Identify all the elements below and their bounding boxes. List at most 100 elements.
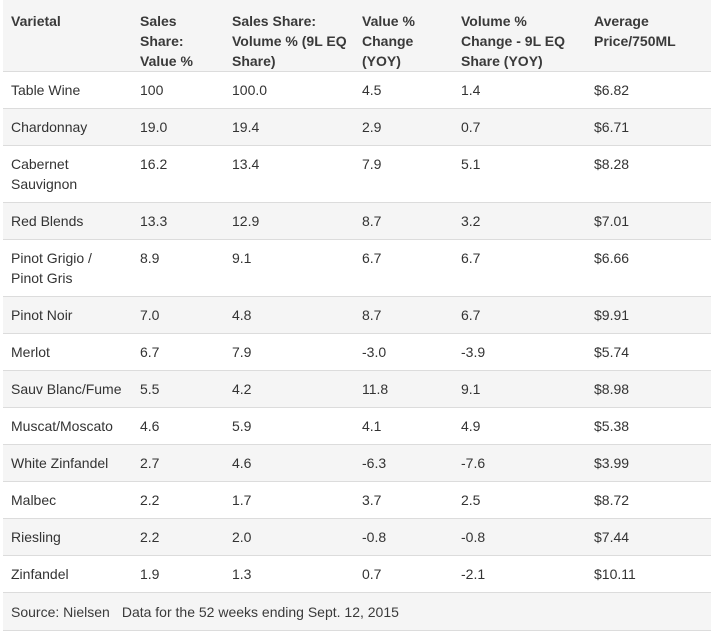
table-row: Cabernet Sauvignon 16.2 13.4 7.9 5.1 $8.… xyxy=(3,145,711,203)
cell-value-change: 3.7 xyxy=(354,481,453,519)
cell-varietal: Table Wine xyxy=(3,71,132,109)
cell-volume-share: 2.0 xyxy=(224,518,354,556)
table-row: Pinot Grigio / Pinot Gris 8.9 9.1 6.7 6.… xyxy=(3,239,711,297)
cell-value-share: 100 xyxy=(132,71,224,109)
cell-varietal: Sauv Blanc/Fume xyxy=(3,370,132,408)
cell-value-change: -0.8 xyxy=(354,518,453,556)
cell-value-share: 2.2 xyxy=(132,481,224,519)
cell-value-change: 8.7 xyxy=(354,202,453,240)
cell-average-price: $3.99 xyxy=(586,444,711,482)
cell-varietal: White Zinfandel xyxy=(3,444,132,482)
cell-average-price: $6.71 xyxy=(586,108,711,146)
cell-average-price: $6.82 xyxy=(586,71,711,109)
header-volume-change: Volume % Change - 9L EQ Share (YOY) xyxy=(453,0,586,72)
cell-volume-share: 4.2 xyxy=(224,370,354,408)
data-period-note: Data for the 52 weeks ending Sept. 12, 2… xyxy=(121,604,399,620)
wine-varietal-sales-table: Varietal Sales Share: Value % Sales Shar… xyxy=(3,0,711,631)
cell-volume-share: 4.8 xyxy=(224,296,354,334)
cell-varietal: Muscat/Moscato xyxy=(3,407,132,445)
cell-varietal: Pinot Noir xyxy=(3,296,132,334)
table-row: Sauv Blanc/Fume 5.5 4.2 11.8 9.1 $8.98 xyxy=(3,370,711,408)
cell-volume-share: 9.1 xyxy=(224,239,354,297)
source-note: Source: Nielsen xyxy=(11,604,110,620)
cell-average-price: $8.98 xyxy=(586,370,711,408)
cell-value-share: 8.9 xyxy=(132,239,224,297)
cell-varietal: Chardonnay xyxy=(3,108,132,146)
cell-varietal: Pinot Grigio / Pinot Gris xyxy=(3,239,132,297)
cell-volume-change: 9.1 xyxy=(453,370,586,408)
header-average-price: Average Price/750ML xyxy=(586,0,711,72)
cell-volume-share: 7.9 xyxy=(224,333,354,371)
cell-value-share: 4.6 xyxy=(132,407,224,445)
cell-value-change: -3.0 xyxy=(354,333,453,371)
cell-volume-change: 4.9 xyxy=(453,407,586,445)
cell-varietal: Red Blends xyxy=(3,202,132,240)
cell-average-price: $7.01 xyxy=(586,202,711,240)
cell-average-price: $8.72 xyxy=(586,481,711,519)
table-row: Riesling 2.2 2.0 -0.8 -0.8 $7.44 xyxy=(3,518,711,556)
table-row: Muscat/Moscato 4.6 5.9 4.1 4.9 $5.38 xyxy=(3,407,711,445)
header-varietal: Varietal xyxy=(3,0,132,72)
cell-volume-change: 1.4 xyxy=(453,71,586,109)
cell-volume-change: 6.7 xyxy=(453,239,586,297)
table-row: Chardonnay 19.0 19.4 2.9 0.7 $6.71 xyxy=(3,108,711,146)
cell-volume-change: 0.7 xyxy=(453,108,586,146)
table-header-row: Varietal Sales Share: Value % Sales Shar… xyxy=(3,0,711,72)
header-value-change: Value % Change (YOY) xyxy=(354,0,453,72)
table-row: Zinfandel 1.9 1.3 0.7 -2.1 $10.11 xyxy=(3,555,711,593)
cell-varietal: Malbec xyxy=(3,481,132,519)
cell-value-change: 6.7 xyxy=(354,239,453,297)
table-row: White Zinfandel 2.7 4.6 -6.3 -7.6 $3.99 xyxy=(3,444,711,482)
cell-value-share: 1.9 xyxy=(132,555,224,593)
table-row: Pinot Noir 7.0 4.8 8.7 6.7 $9.91 xyxy=(3,296,711,334)
cell-average-price: $5.38 xyxy=(586,407,711,445)
cell-volume-change: -2.1 xyxy=(453,555,586,593)
cell-volume-share: 13.4 xyxy=(224,145,354,203)
header-value-share: Sales Share: Value % xyxy=(132,0,224,72)
cell-varietal: Zinfandel xyxy=(3,555,132,593)
cell-volume-change: 5.1 xyxy=(453,145,586,203)
cell-volume-change: 2.5 xyxy=(453,481,586,519)
cell-value-change: 11.8 xyxy=(354,370,453,408)
cell-average-price: $5.74 xyxy=(586,333,711,371)
cell-value-share: 16.2 xyxy=(132,145,224,203)
cell-volume-share: 1.3 xyxy=(224,555,354,593)
cell-value-share: 19.0 xyxy=(132,108,224,146)
cell-average-price: $8.28 xyxy=(586,145,711,203)
cell-varietal: Cabernet Sauvignon xyxy=(3,145,132,203)
cell-value-change: 4.1 xyxy=(354,407,453,445)
cell-value-share: 13.3 xyxy=(132,202,224,240)
cell-volume-share: 1.7 xyxy=(224,481,354,519)
cell-value-share: 6.7 xyxy=(132,333,224,371)
cell-volume-share: 100.0 xyxy=(224,71,354,109)
table-row: Table Wine 100 100.0 4.5 1.4 $6.82 xyxy=(3,71,711,109)
table-caption: Source: Nielsen Data for the 52 weeks end… xyxy=(3,592,711,631)
cell-value-change: -6.3 xyxy=(354,444,453,482)
cell-volume-share: 12.9 xyxy=(224,202,354,240)
cell-average-price: $7.44 xyxy=(586,518,711,556)
cell-value-change: 7.9 xyxy=(354,145,453,203)
cell-average-price: $10.11 xyxy=(586,555,711,593)
cell-varietal: Riesling xyxy=(3,518,132,556)
cell-average-price: $9.91 xyxy=(586,296,711,334)
table-row: Red Blends 13.3 12.9 8.7 3.2 $7.01 xyxy=(3,202,711,240)
cell-average-price: $6.66 xyxy=(586,239,711,297)
cell-value-change: 2.9 xyxy=(354,108,453,146)
wine-varietal-table-container: Varietal Sales Share: Value % Sales Shar… xyxy=(3,0,711,631)
table-row: Malbec 2.2 1.7 3.7 2.5 $8.72 xyxy=(3,481,711,519)
cell-value-change: 8.7 xyxy=(354,296,453,334)
cell-volume-change: -0.8 xyxy=(453,518,586,556)
cell-value-share: 7.0 xyxy=(132,296,224,334)
cell-volume-change: -3.9 xyxy=(453,333,586,371)
table-row: Merlot 6.7 7.9 -3.0 -3.9 $5.74 xyxy=(3,333,711,371)
cell-volume-share: 4.6 xyxy=(224,444,354,482)
cell-value-share: 2.2 xyxy=(132,518,224,556)
cell-value-share: 5.5 xyxy=(132,370,224,408)
cell-volume-share: 19.4 xyxy=(224,108,354,146)
cell-value-share: 2.7 xyxy=(132,444,224,482)
cell-value-change: 4.5 xyxy=(354,71,453,109)
cell-volume-change: 6.7 xyxy=(453,296,586,334)
cell-varietal: Merlot xyxy=(3,333,132,371)
cell-volume-share: 5.9 xyxy=(224,407,354,445)
cell-value-change: 0.7 xyxy=(354,555,453,593)
